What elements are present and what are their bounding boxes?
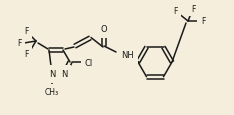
- Text: F: F: [24, 26, 28, 35]
- Text: F: F: [201, 17, 205, 26]
- Text: N: N: [49, 70, 55, 79]
- Text: N: N: [61, 70, 67, 79]
- Text: NH: NH: [121, 51, 134, 60]
- Text: Cl: Cl: [85, 58, 93, 67]
- Text: F: F: [17, 39, 21, 48]
- Text: F: F: [173, 6, 177, 15]
- Text: O: O: [101, 25, 107, 34]
- Text: F: F: [191, 4, 195, 13]
- Text: F: F: [24, 50, 28, 59]
- Text: CH₃: CH₃: [45, 88, 59, 97]
